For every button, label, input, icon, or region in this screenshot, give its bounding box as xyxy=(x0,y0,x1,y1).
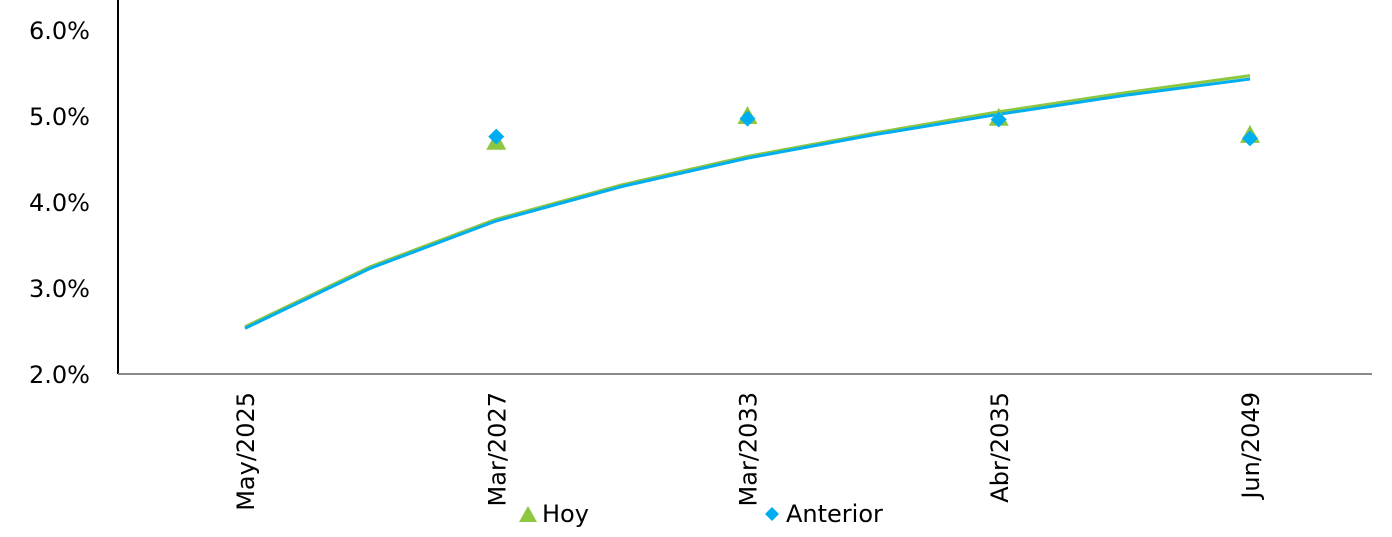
diamond-marker xyxy=(488,128,505,145)
x-tick-label: May/2025 xyxy=(232,392,260,511)
axes xyxy=(117,0,1372,375)
diamond-marker-icon xyxy=(765,507,779,521)
y-tick-labels: 2.0% 3.0% 4.0% 5.0% 6.0% xyxy=(29,17,90,389)
y-tick-label: 3.0% xyxy=(29,275,90,303)
legend-item-anterior: Anterior xyxy=(762,500,883,528)
y-tick-label: 2.0% xyxy=(29,361,90,389)
y-tick-label: 4.0% xyxy=(29,189,90,217)
trendline-anterior xyxy=(244,77,1251,330)
x-tick-label: Abr/2035 xyxy=(986,392,1014,503)
x-tick-labels: May/2025 Mar/2027 Mar/2033 Abr/2035 Jun/2049 xyxy=(232,392,1265,511)
legend-label-hoy: Hoy xyxy=(542,500,589,528)
trendlines xyxy=(244,74,1251,330)
legend-item-hoy: Hoy xyxy=(518,500,589,528)
legend: Hoy Anterior xyxy=(0,500,1392,534)
diamond-marker xyxy=(739,110,756,127)
diamond-marker xyxy=(1242,130,1258,147)
markers xyxy=(486,106,1260,150)
x-tick-label: Jun/2049 xyxy=(1237,392,1265,501)
y-tick-label: 6.0% xyxy=(29,17,90,45)
x-tick-label: Mar/2033 xyxy=(735,392,763,506)
legend-label-anterior: Anterior xyxy=(786,500,883,528)
diamond-marker xyxy=(990,111,1007,128)
y-tick-label: 5.0% xyxy=(29,103,90,131)
triangle-marker-icon xyxy=(519,506,537,522)
x-tick-label: Mar/2027 xyxy=(483,392,511,506)
trendline-hoy xyxy=(244,74,1251,329)
